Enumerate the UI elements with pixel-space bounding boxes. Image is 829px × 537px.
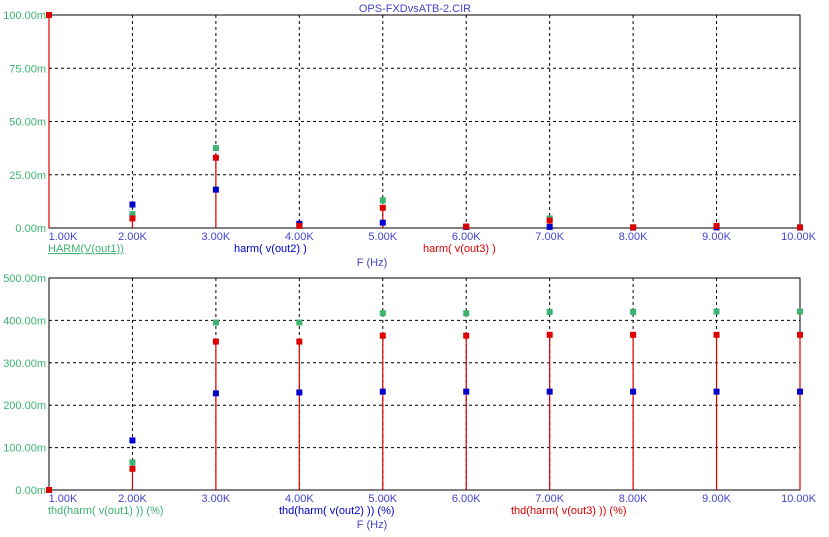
x-tick-label: 5.00K bbox=[368, 231, 397, 243]
x-tick-label: 10.00K bbox=[781, 231, 817, 243]
x-tick-label: 8.00K bbox=[619, 231, 648, 243]
data-point bbox=[129, 459, 136, 466]
data-point bbox=[713, 331, 720, 338]
window-title: OPS-FXDvsATB-2.CIR bbox=[359, 3, 471, 15]
legend-entry: HARM(V(out1)) bbox=[48, 243, 124, 255]
data-point bbox=[630, 331, 637, 338]
data-point bbox=[129, 211, 136, 218]
data-point bbox=[713, 308, 720, 315]
data-point bbox=[212, 145, 219, 152]
data-point bbox=[296, 222, 303, 229]
data-point bbox=[546, 217, 553, 224]
data-point bbox=[212, 319, 219, 326]
x-tick-label: 8.00K bbox=[619, 493, 648, 505]
plot-frame bbox=[48, 277, 801, 491]
x-tick-label: 1.00K bbox=[49, 231, 78, 243]
data-point bbox=[212, 186, 219, 193]
x-tick-label: 4.00K bbox=[285, 231, 314, 243]
legend-entry: thd(harm( v(out2) )) (%) bbox=[279, 505, 395, 517]
legend-entry: thd(harm( v(out3) )) (%) bbox=[511, 505, 627, 517]
data-point bbox=[379, 332, 386, 339]
legend-entry: harm( v(out2) ) bbox=[234, 243, 307, 255]
data-point bbox=[212, 154, 219, 161]
data-point bbox=[129, 437, 136, 444]
data-point bbox=[379, 310, 386, 317]
x-tick-label: 9.00K bbox=[702, 231, 731, 243]
y-tick-label: 300.00m bbox=[3, 358, 46, 370]
x-tick-label: 5.00K bbox=[368, 493, 397, 505]
x-tick-label: 10.00K bbox=[781, 493, 817, 505]
y-tick-label: 400.00m bbox=[3, 315, 46, 327]
y-tick-label: 75.00m bbox=[9, 63, 46, 75]
data-point bbox=[630, 224, 637, 231]
data-point bbox=[797, 308, 803, 315]
data-point bbox=[713, 388, 720, 395]
x-tick-label: 3.00K bbox=[202, 231, 231, 243]
data-point bbox=[546, 331, 553, 338]
data-point bbox=[296, 338, 303, 345]
x-tick-label: 2.00K bbox=[118, 231, 147, 243]
data-point bbox=[129, 215, 136, 222]
data-point bbox=[463, 388, 470, 395]
y-tick-label: 0.00m bbox=[15, 485, 46, 497]
data-point bbox=[129, 465, 136, 472]
data-point bbox=[546, 223, 553, 230]
data-point bbox=[463, 310, 470, 317]
data-point bbox=[46, 487, 52, 493]
data-point bbox=[463, 332, 470, 339]
x-tick-label: 4.00K bbox=[285, 493, 314, 505]
x-tick-label: 1.00K bbox=[49, 493, 78, 505]
data-point bbox=[546, 388, 553, 395]
y-tick-label: 50.00m bbox=[9, 117, 46, 129]
data-point bbox=[212, 338, 219, 345]
data-point bbox=[379, 204, 386, 211]
y-tick-label: 25.00m bbox=[9, 170, 46, 182]
legend-entry: harm( v(out3) ) bbox=[423, 243, 496, 255]
y-tick-label: 500.00m bbox=[3, 273, 46, 285]
data-point bbox=[296, 319, 303, 326]
data-point bbox=[797, 224, 803, 231]
x-axis-label: F (Hz) bbox=[357, 257, 388, 269]
data-point bbox=[379, 388, 386, 395]
legend-entry: thd(harm( v(out1) )) (%) bbox=[48, 505, 164, 517]
x-tick-label: 9.00K bbox=[702, 493, 731, 505]
x-tick-label: 3.00K bbox=[202, 493, 231, 505]
data-point bbox=[46, 12, 52, 18]
x-tick-label: 6.00K bbox=[452, 493, 481, 505]
data-point bbox=[379, 219, 386, 226]
data-point bbox=[546, 308, 553, 315]
y-tick-label: 100.00m bbox=[3, 10, 46, 22]
data-point bbox=[797, 388, 803, 395]
data-point bbox=[129, 201, 136, 208]
data-point bbox=[713, 222, 720, 229]
x-tick-label: 2.00K bbox=[118, 493, 147, 505]
y-tick-label: 0.00m bbox=[15, 223, 46, 235]
x-tick-label: 7.00K bbox=[535, 493, 564, 505]
y-tick-label: 100.00m bbox=[3, 443, 46, 455]
data-point bbox=[630, 388, 637, 395]
x-tick-label: 7.00K bbox=[535, 231, 564, 243]
data-point bbox=[463, 223, 470, 230]
x-tick-label: 6.00K bbox=[452, 231, 481, 243]
x-axis-label: F (Hz) bbox=[357, 519, 388, 531]
data-point bbox=[630, 308, 637, 315]
data-point bbox=[296, 389, 303, 396]
data-point bbox=[379, 197, 386, 204]
y-tick-label: 200.00m bbox=[3, 400, 46, 412]
data-point bbox=[212, 390, 219, 397]
data-point bbox=[797, 331, 803, 338]
